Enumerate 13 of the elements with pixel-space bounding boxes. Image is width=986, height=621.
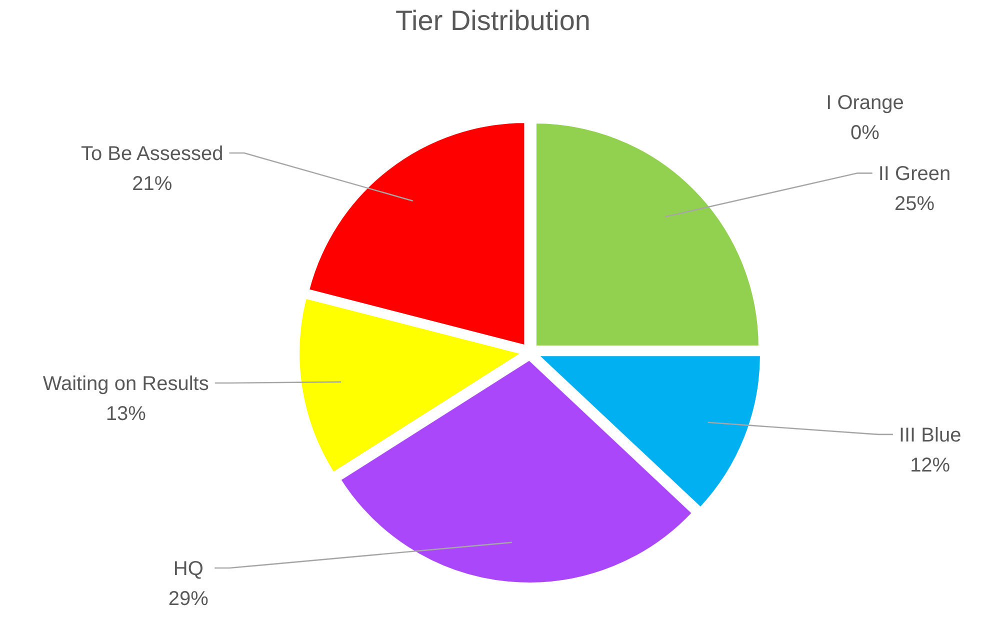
category-label: I Orange <box>826 92 904 114</box>
data-label: 12% <box>910 454 950 476</box>
slice-label: II Green <box>878 163 951 186</box>
data-label: 21% <box>132 172 172 195</box>
text: 0% <box>850 122 880 144</box>
data-label: 25% <box>894 193 935 216</box>
slice-label: III Blue <box>898 424 962 446</box>
data-label: 13% <box>106 403 146 426</box>
data-label: 29% <box>168 588 209 610</box>
chart-title: Tier Distribution <box>395 5 591 36</box>
slice-label: HQ <box>173 558 204 580</box>
slice-label: To Be Assessed <box>80 142 224 165</box>
slice-label: Waiting on Results <box>42 373 209 396</box>
